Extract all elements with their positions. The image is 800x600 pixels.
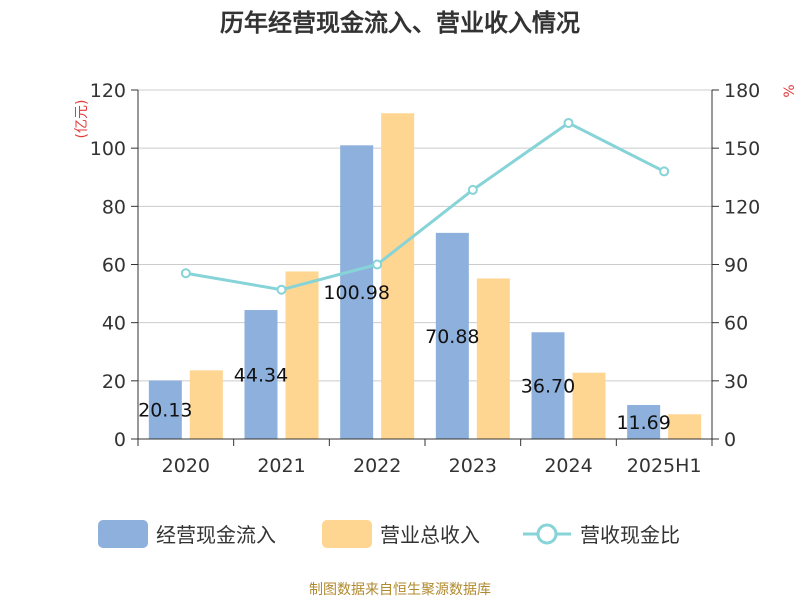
x-axis-tick-label: 2022 [353,455,401,477]
ratio-point [276,284,287,295]
right-axis-tick-label: 90 [724,255,748,277]
right-axis-tick-label: 60 [724,313,748,335]
data-label-cash-inflow: 36.70 [521,376,575,398]
bar-cash-inflow [531,332,565,439]
chart-title: 历年经营现金流入、营业收入情况 [220,9,580,37]
legend-swatch-cash-inflow [98,520,148,548]
data-label-cash-inflow: 11.69 [616,412,670,434]
data-label-cash-inflow: 100.98 [323,282,389,304]
ratio-line-series [180,117,670,295]
right-axis-tick-label: 150 [724,138,760,160]
left-axis-tick-label: 0 [114,429,126,451]
ratio-point [659,166,670,177]
right-axis-tick-label: 0 [724,429,736,451]
bar-revenue [668,414,702,439]
x-axis-tick-label: 2024 [544,455,592,477]
left-axis-tick-label: 100 [90,138,126,160]
x-axis-tick-label: 2020 [162,455,210,477]
legend: 经营现金流入 营业总收入 营收现金比 [98,520,680,548]
ratio-line [185,121,665,292]
x-axis-tick-label: 2023 [449,455,497,477]
ratio-point [563,117,574,128]
legend-item-cash-inflow[interactable]: 经营现金流入 [98,520,276,548]
legend-marker-ratio [536,523,558,545]
bar-revenue [189,370,223,439]
bar-cash-inflow [340,145,374,439]
left-axis-tick-label: 120 [90,80,126,102]
right-axis-tick-label: 180 [724,80,760,102]
ratio-point [372,259,383,270]
bar-cash-inflow [435,232,469,439]
legend-label-cash-inflow: 经营现金流入 [156,523,276,547]
legend-item-ratio[interactable]: 营收现金比 [523,523,680,547]
bar-revenue [381,113,415,440]
left-axis-tick-label: 60 [102,255,126,277]
legend-swatch-revenue [322,520,372,548]
bars [148,113,702,440]
x-axis-tick-label: 2021 [257,455,305,477]
data-labels: 20.13 44.34 100.98 70.88 36.70 11.69 [138,282,671,434]
legend-item-revenue[interactable]: 营业总收入 [322,520,480,548]
bar-revenue [285,271,319,439]
right-axis-tick-label: 120 [724,196,760,218]
axes: 0 20 40 60 80 100 120 0 30 60 90 120 150 180 2020 2021 2… [90,80,761,477]
bar-revenue [572,372,606,439]
left-axis-tick-label: 20 [102,371,126,393]
left-axis-tick-label: 40 [102,313,126,335]
ratio-point [180,268,191,279]
bar-revenue [476,278,510,439]
right-axis-tick-label: 30 [724,371,748,393]
bar-cash-inflow [244,310,278,439]
source-note: 制图数据来自恒生聚源数据库 [309,582,491,598]
data-label-cash-inflow: 20.13 [138,400,192,422]
right-axis-unit: % [782,84,798,97]
ratio-point [467,184,478,195]
grid [138,89,712,382]
legend-label-revenue: 营业总收入 [380,523,480,547]
x-axis-tick-label: 2025H1 [627,455,702,477]
bar-cash-inflow [148,380,182,439]
data-label-cash-inflow: 44.34 [234,365,288,387]
data-label-cash-inflow: 70.88 [425,326,479,348]
bar-cash-inflow [627,405,661,439]
legend-label-ratio: 营收现金比 [580,523,680,547]
left-axis-unit: (亿元) [74,100,90,139]
left-axis-tick-label: 80 [102,196,126,218]
